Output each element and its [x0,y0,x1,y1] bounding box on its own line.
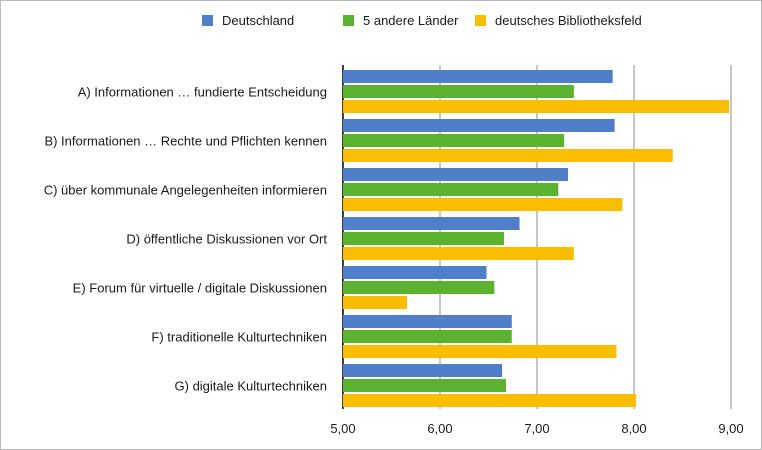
bar-3-series-2 [343,183,559,196]
bar-4-series-3 [343,247,574,260]
bar-2-series-3 [343,149,673,162]
bar-6-series-1 [343,315,512,328]
bar-4-series-1 [343,217,520,230]
bar-4-series-2 [343,232,505,245]
bar-7-series-1 [343,364,503,377]
x-tick-label: 6,00 [427,421,452,436]
bar-1-series-2 [343,85,574,98]
bar-3-series-1 [343,168,569,181]
bar-6-series-2 [343,330,512,343]
legend-swatch-deutschland [202,15,213,26]
x-tick-label: 7,00 [524,421,549,436]
bars [343,70,730,407]
category-label: F) traditionelle Kulturtechniken [151,330,327,345]
x-tick-label: 9,00 [718,421,743,436]
bar-5-series-2 [343,281,495,294]
bar-5-series-3 [343,296,408,309]
x-axis-tick-labels: 5,00 6,00 7,00 8,00 9,00 [330,421,743,436]
bar-7-series-2 [343,379,506,392]
category-label: G) digitale Kulturtechniken [175,379,327,394]
bar-1-series-1 [343,70,613,83]
legend-label-deutschland: Deutschland [222,13,295,28]
legend-swatch-bibliotheksfeld [475,15,486,26]
bar-1-series-3 [343,100,730,113]
category-label: D) öffentliche Diskussionen vor Ort [126,232,327,247]
category-label: B) Informationen … Rechte und Pflichten … [44,134,327,149]
legend-item-5-andere-laender: 5 andere Länder [343,13,458,28]
bar-5-series-1 [343,266,487,279]
bar-2-series-2 [343,134,565,147]
category-labels: A) Informationen … fundierte Entscheidun… [44,85,328,394]
category-label: A) Informationen … fundierte Entscheidun… [78,85,327,100]
x-tick-label: 8,00 [621,421,646,436]
legend-item-deutschland: Deutschland [202,13,294,28]
bar-6-series-3 [343,345,617,358]
legend-label-5-andere-laender: 5 andere Länder [363,13,459,28]
chart-legend: Deutschland 5 andere Länder deutsches Bi… [0,13,762,33]
legend-item-bibliotheksfeld: deutsches Bibliotheksfeld [475,13,642,28]
bar-2-series-1 [343,119,615,132]
legend-label-bibliotheksfeld: deutsches Bibliotheksfeld [495,13,642,28]
bar-7-series-3 [343,394,636,407]
category-label: E) Forum für virtuelle / digitale Diskus… [73,281,327,296]
x-tick-label: 5,00 [330,421,355,436]
bar-3-series-3 [343,198,623,211]
legend-swatch-5-andere-laender [343,15,354,26]
category-label: C) über kommunale Angelegenheiten inform… [44,183,327,198]
